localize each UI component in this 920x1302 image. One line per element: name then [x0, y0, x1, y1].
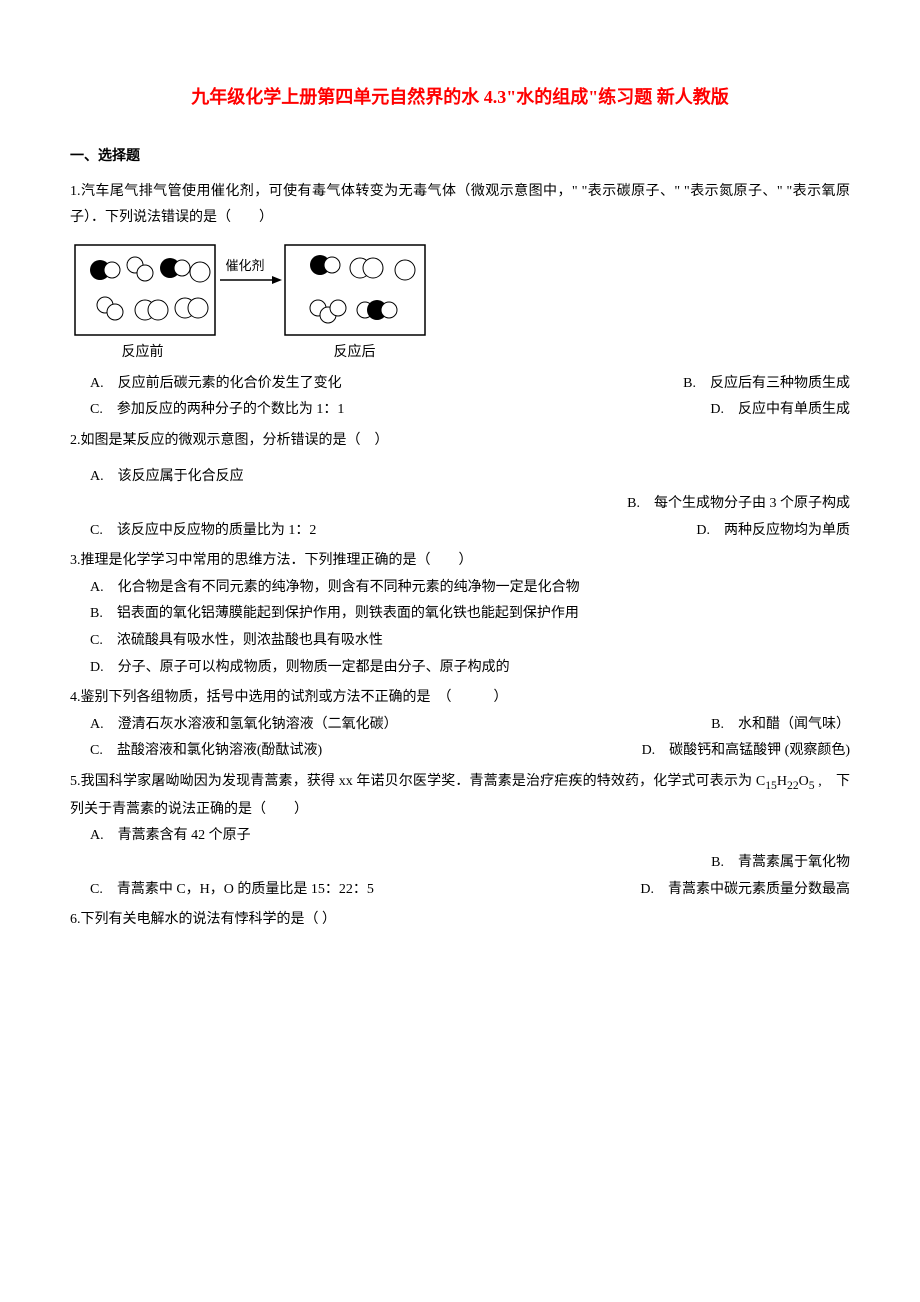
q5-option-c: C. 青蒿素中 C，H，O 的质量比是 15：22：5	[90, 877, 374, 904]
q1-option-d: D. 反应中有单质生成	[710, 397, 850, 424]
q3-option-a: A. 化合物是含有不同元素的纯净物，则含有不同种元素的纯净物一定是化合物	[90, 575, 850, 602]
question-3: 3.推理是化学学习中常用的思维方法．下列推理正确的是（ ） A. 化合物是含有不…	[70, 548, 850, 681]
q3-option-c: C. 浓硫酸具有吸水性，则浓盐酸也具有吸水性	[90, 628, 850, 655]
q5-text: 5.我国科学家屠呦呦因为发现青蒿素，获得 xx 年诺贝尔医学奖．青蒿素是治疗疟疾…	[70, 769, 850, 824]
q1-option-a: A. 反应前后碳元素的化合价发生了变化	[90, 371, 342, 398]
q4-option-b: B. 水和醋（闻气味）	[711, 712, 850, 739]
reaction-diagram: 催化剂	[70, 240, 430, 340]
page-title: 九年级化学上册第四单元自然界的水 4.3"水的组成"练习题 新人教版	[70, 80, 850, 114]
q5-option-b: B. 青蒿素属于氧化物	[90, 850, 850, 877]
q4-option-d: D. 碳酸钙和高锰酸钾 (观察颜色)	[642, 738, 850, 765]
q2-option-d: D. 两种反应物均为单质	[696, 518, 850, 545]
q3-option-d: D. 分子、原子可以构成物质，则物质一定都是由分子、原子构成的	[90, 655, 850, 682]
q4-option-a: A. 澄清石灰水溶液和氢氧化钠溶液（二氧化碳）	[90, 712, 398, 739]
after-label: 反应后	[282, 340, 427, 367]
q1-option-c: C. 参加反应的两种分子的个数比为 1：1	[90, 397, 344, 424]
q5-text-p1: 5.我国科学家屠呦呦因为发现青蒿素，获得 xx 年诺贝尔医学奖．青蒿素是治疗疟疾…	[70, 774, 765, 789]
q5-option-a: A. 青蒿素含有 42 个原子	[90, 823, 850, 850]
before-label: 反应前	[70, 340, 215, 367]
question-2: 2.如图是某反应的微观示意图，分析错误的是（ ） A. 该反应属于化合反应 B.…	[70, 428, 850, 544]
question-6: 6.下列有关电解水的说法有悖科学的是（ ）	[70, 907, 850, 934]
q5-text-p2: H	[777, 774, 787, 789]
q2-text: 2.如图是某反应的微观示意图，分析错误的是（ ）	[70, 428, 850, 455]
diagram-labels: 反应前 反应后	[70, 340, 850, 367]
q6-text: 6.下列有关电解水的说法有悖科学的是（ ）	[70, 907, 850, 934]
question-4: 4.鉴别下列各组物质，括号中选用的试剂或方法不正确的是 （ ） A. 澄清石灰水…	[70, 685, 850, 765]
question-1: 1.汽车尾气排气管使用催化剂，可使有毒气体转变为无毒气体（微观示意图中，" "表…	[70, 179, 850, 424]
question-5: 5.我国科学家屠呦呦因为发现青蒿素，获得 xx 年诺贝尔医学奖．青蒿素是治疗疟疾…	[70, 769, 850, 903]
q3-option-b: B. 铝表面的氧化铝薄膜能起到保护作用，则铁表面的氧化铁也能起到保护作用	[90, 601, 850, 628]
q2-option-c: C. 该反应中反应物的质量比为 1：2	[90, 518, 316, 545]
q4-option-c: C. 盐酸溶液和氯化钠溶液(酚酞试液)	[90, 738, 322, 765]
section-header: 一、选择题	[70, 144, 850, 171]
q1-option-b-prefix: B. 反应后有三种物质生成	[683, 371, 850, 398]
q4-text: 4.鉴别下列各组物质，括号中选用的试剂或方法不正确的是 （ ）	[70, 685, 850, 712]
q5-text-p3: O	[799, 774, 809, 789]
q5-sub2: 22	[787, 779, 799, 792]
q1-diagram: 催化剂 反应前 反应后	[70, 240, 850, 367]
q2-option-b: B. 每个生成物分子由 3 个原子构成	[90, 491, 850, 518]
q1-text: 1.汽车尾气排气管使用催化剂，可使有毒气体转变为无毒气体（微观示意图中，" "表…	[70, 179, 850, 232]
q5-option-d: D. 青蒿素中碳元素质量分数最高	[640, 877, 850, 904]
q3-text: 3.推理是化学学习中常用的思维方法．下列推理正确的是（ ）	[70, 548, 850, 575]
q5-sub1: 15	[765, 779, 777, 792]
q2-option-a: A. 该反应属于化合反应	[90, 464, 850, 491]
catalyst-label: 催化剂	[225, 258, 264, 273]
